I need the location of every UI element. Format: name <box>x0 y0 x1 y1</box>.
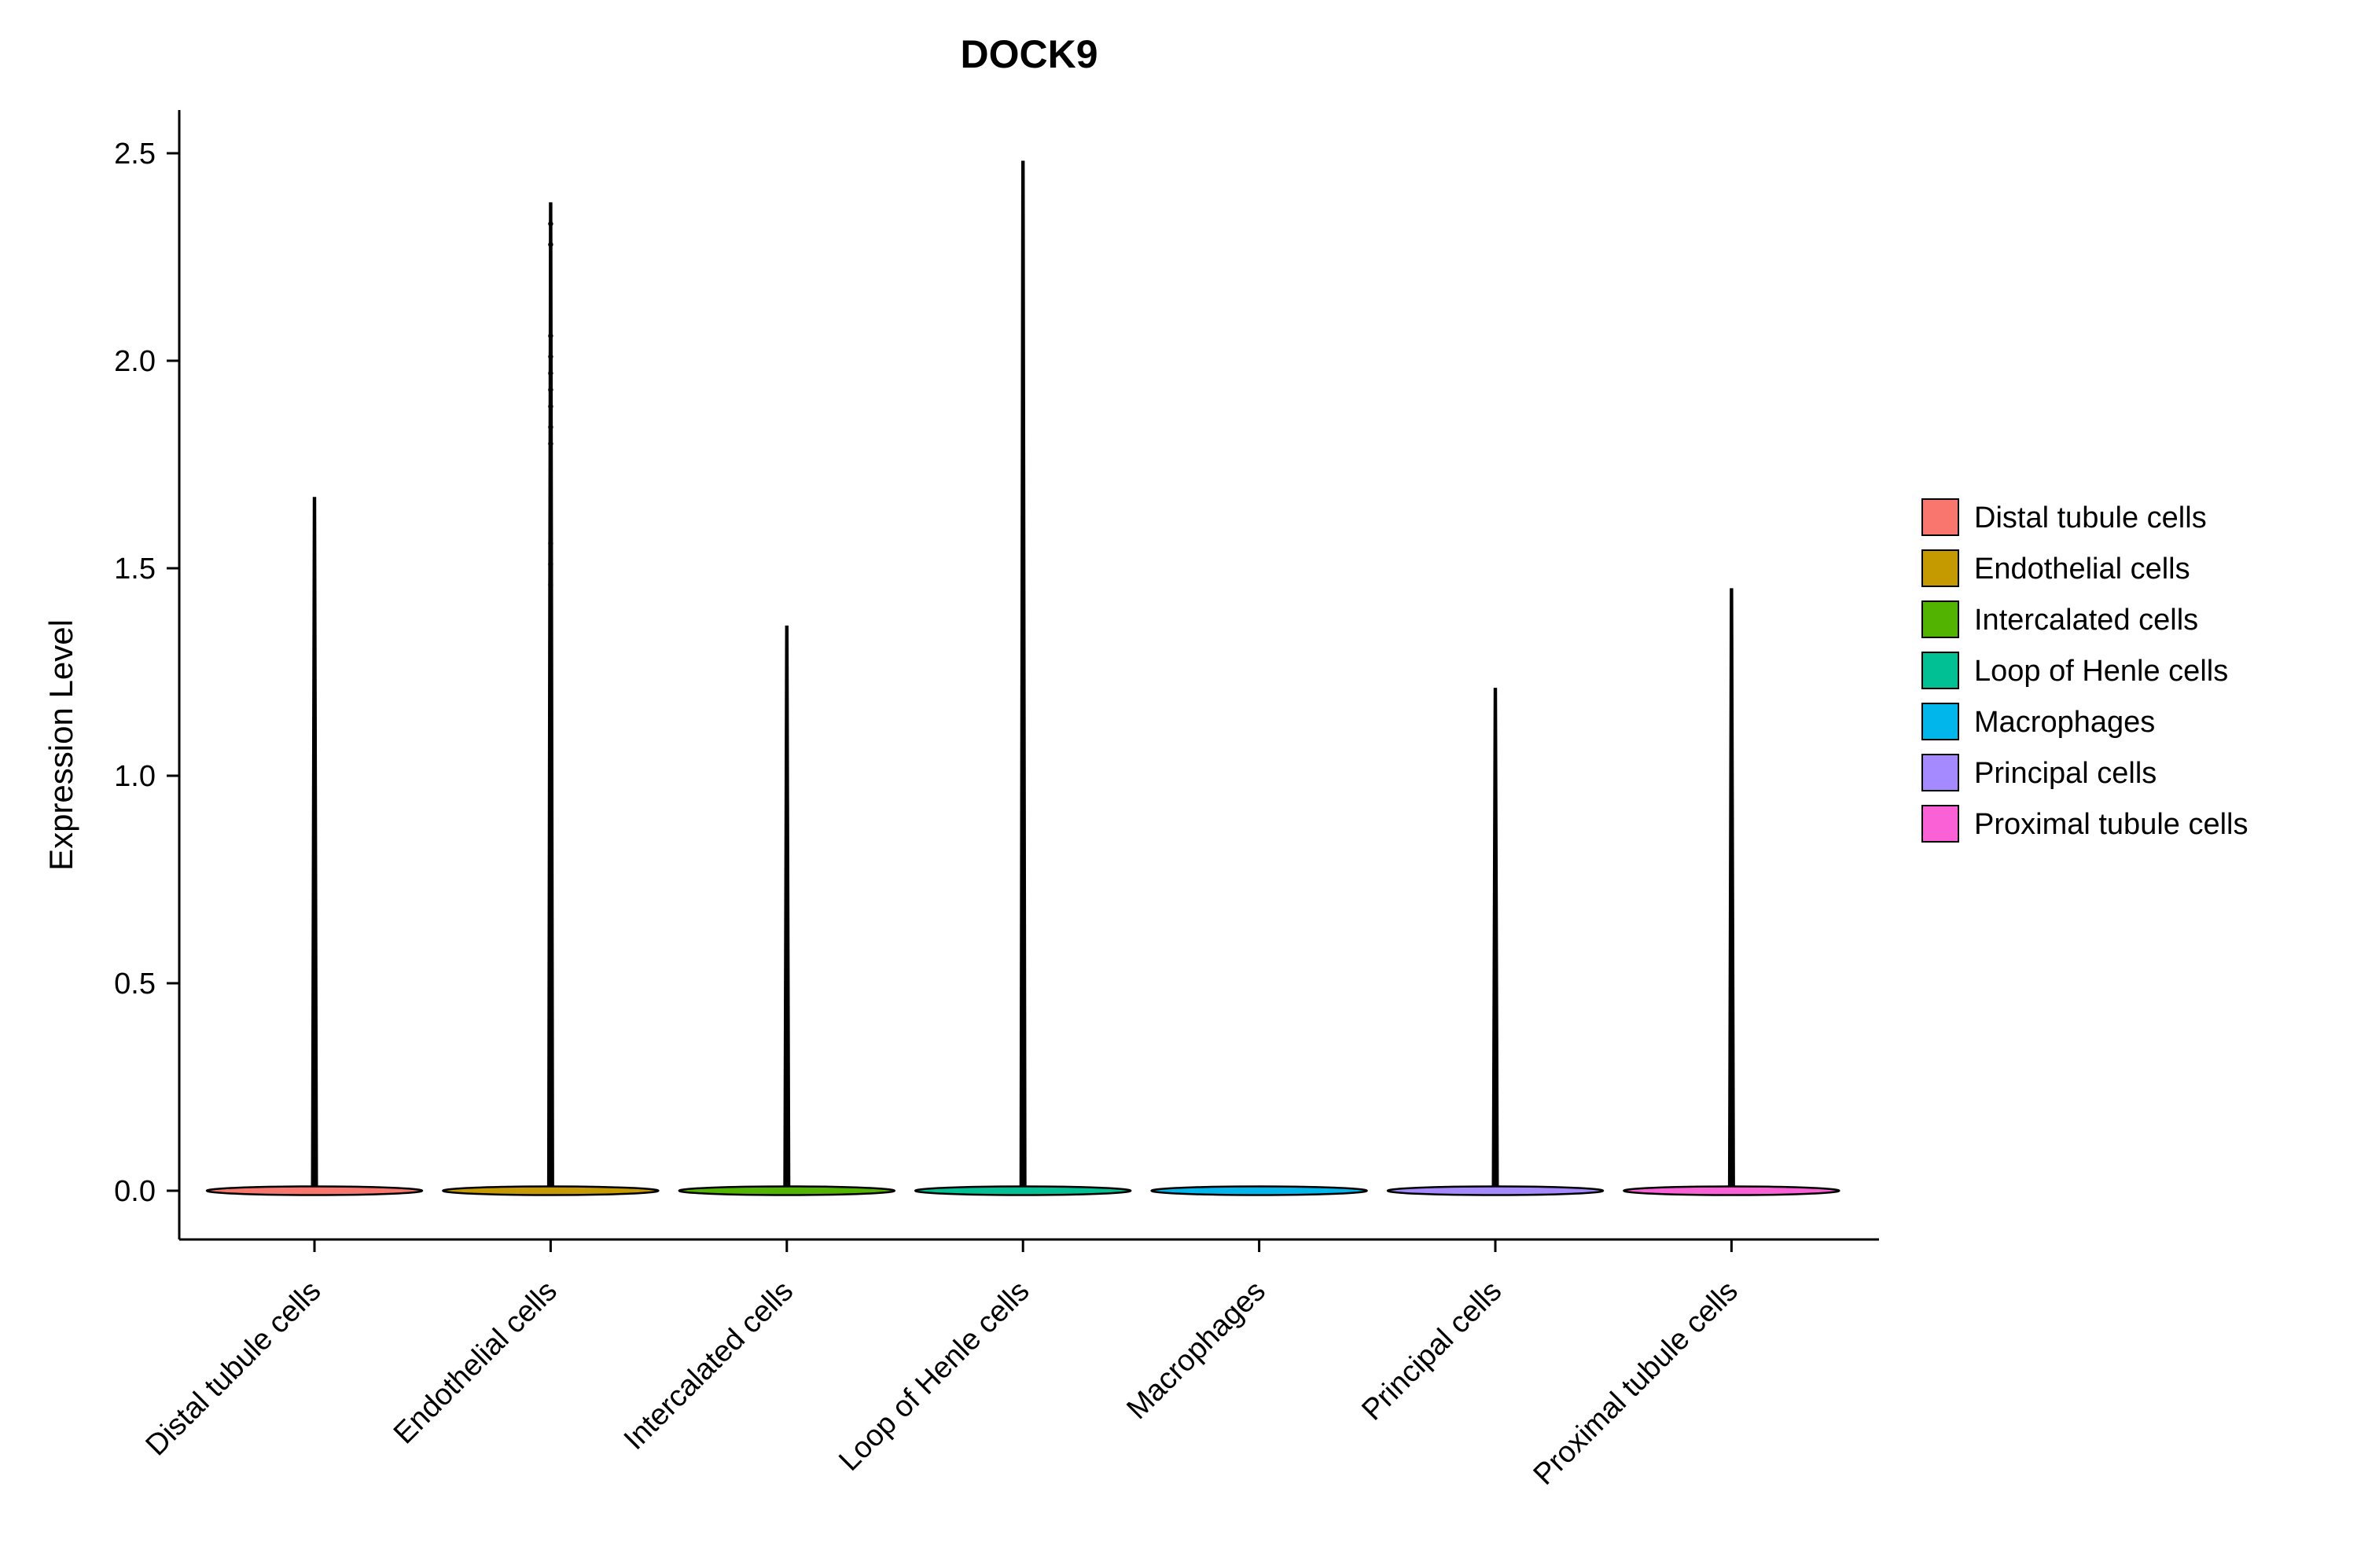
legend-swatch-macrophages <box>1921 703 1959 740</box>
legend-label-proximal-tubule-cells: Proximal tubule cells <box>1974 808 2248 841</box>
y-tick-label: 0.0 <box>114 1175 156 1208</box>
violin-point-endothelial-cells <box>548 541 553 546</box>
violin-point-endothelial-cells <box>548 241 553 248</box>
violin-point-endothelial-cells <box>548 221 553 226</box>
violin-base-loop-of-henle-cells <box>914 1185 1132 1196</box>
y-tick-label: 2.5 <box>114 138 156 171</box>
legend-label-principal-cells: Principal cells <box>1974 757 2157 790</box>
legend-label-intercalated-cells: Intercalated cells <box>1974 604 2198 637</box>
violin-base-proximal-tubule-cells <box>1623 1185 1840 1196</box>
y-axis-label: Expression Level <box>42 619 79 871</box>
violin-base-macrophages <box>1150 1185 1368 1196</box>
violin-tail-loop-of-henle-cells <box>1019 160 1027 1188</box>
violin-tail-distal-tubule-cells <box>311 497 318 1188</box>
violin-base-intercalated-cells <box>678 1185 896 1196</box>
violin-point-endothelial-cells <box>548 789 553 795</box>
violin-point-endothelial-cells <box>548 561 553 567</box>
y-tick-label: 0.5 <box>114 968 156 1001</box>
x-category-label-proximal-tubule-cells: Proximal tubule cells <box>1528 1275 1745 1492</box>
violin-tail-proximal-tubule-cells <box>1727 588 1735 1188</box>
violin-point-endothelial-cells <box>548 370 553 376</box>
legend-swatch-intercalated-cells <box>1921 600 1959 638</box>
violin-base-endothelial-cells <box>442 1185 660 1196</box>
violin-point-endothelial-cells <box>548 403 553 409</box>
x-category-label-endothelial-cells: Endothelial cells <box>388 1275 564 1451</box>
legend-swatch-endothelial-cells <box>1921 549 1959 587</box>
violin-point-endothelial-cells <box>548 387 553 393</box>
legend-swatch-principal-cells <box>1921 754 1959 791</box>
legend-label-loop-of-henle-cells: Loop of Henle cells <box>1974 655 2228 688</box>
violin-point-endothelial-cells <box>548 441 553 446</box>
violin-base-principal-cells <box>1386 1185 1605 1196</box>
violin-point-endothelial-cells <box>548 424 553 430</box>
chart-title: DOCK9 <box>960 32 1098 76</box>
violin-tail-endothelial-cells <box>546 202 554 1188</box>
violin-point-endothelial-cells <box>548 354 553 359</box>
x-category-label-distal-tubule-cells: Distal tubule cells <box>140 1275 328 1463</box>
violin-tail-intercalated-cells <box>783 625 791 1188</box>
legend-swatch-loop-of-henle-cells <box>1921 652 1959 689</box>
x-category-label-macrophages: Macrophages <box>1120 1275 1272 1427</box>
y-tick-label: 1.5 <box>114 553 156 586</box>
legend-label-macrophages: Macrophages <box>1974 706 2155 739</box>
legend-swatch-proximal-tubule-cells <box>1921 805 1959 843</box>
violin-point-endothelial-cells <box>548 582 553 588</box>
legend-label-endothelial-cells: Endothelial cells <box>1974 553 2190 586</box>
violin-tail-principal-cells <box>1491 688 1499 1188</box>
x-category-label-loop-of-henle-cells: Loop of Henle cells <box>833 1275 1035 1478</box>
violin-base-distal-tubule-cells <box>205 1185 424 1196</box>
legend-swatch-distal-tubule-cells <box>1921 498 1959 536</box>
violin-point-endothelial-cells <box>548 333 553 339</box>
legend-label-distal-tubule-cells: Distal tubule cells <box>1974 501 2207 534</box>
x-category-label-intercalated-cells: Intercalated cells <box>618 1275 800 1456</box>
violin-point-endothelial-cells <box>548 727 553 733</box>
x-category-label-principal-cells: Principal cells <box>1355 1275 1508 1427</box>
violin-point-endothelial-cells <box>548 748 553 754</box>
y-tick-label: 1.0 <box>114 760 156 793</box>
y-tick-label: 2.0 <box>114 345 156 378</box>
